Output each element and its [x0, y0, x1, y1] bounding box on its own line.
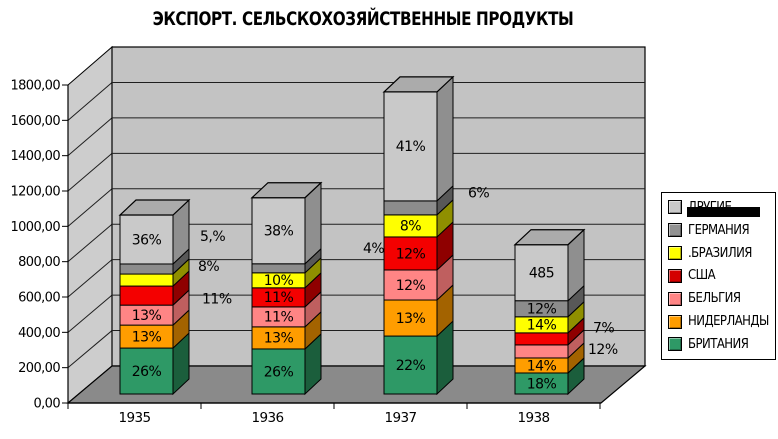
legend-item-НИДЕРЛАНДЫ: НИДЕРЛАНДЫ	[668, 311, 773, 332]
segment-США	[514, 332, 569, 346]
bar-top-face	[513, 229, 586, 246]
legend-item-ГЕРМАНИЯ: ГЕРМАНИЯ	[668, 220, 773, 241]
y-axis-tick-label: 0,00	[33, 397, 60, 412]
legend-key-swatch	[668, 314, 682, 329]
legend-key-swatch	[668, 268, 682, 283]
segment-ДРУГИЕ	[383, 91, 438, 202]
data-label: 13%	[264, 331, 294, 347]
x-axis-category-label: 1935	[119, 410, 151, 426]
segment-БЕЛЬГИЯ	[514, 344, 569, 359]
left-wall-gridline	[67, 117, 113, 157]
data-label: 10%	[264, 273, 294, 289]
segment-НИДЕРЛАНДЫ	[383, 299, 438, 337]
legend-item-БРИТАНИЯ: БРИТАНИЯ	[668, 334, 773, 355]
data-label: 13%	[132, 329, 162, 345]
x-axis-category-label: 1936	[252, 410, 284, 426]
legend-item-БЕЛЬГИЯ: БЕЛЬГИЯ	[668, 288, 773, 309]
data-label: 485	[529, 266, 554, 282]
left-wall-gridline	[67, 294, 113, 333]
data-label: 12%	[588, 342, 618, 358]
legend-label: ГЕРМАНИЯ	[688, 222, 750, 238]
legend-label: США	[688, 268, 716, 284]
legend-key-swatch	[668, 337, 682, 352]
left-wall-gridline	[67, 259, 113, 298]
legend-item-БРАЗИЛИЯ: .БРАЗИЛИЯ	[668, 243, 773, 264]
redaction-bar	[687, 206, 760, 217]
bar-1935	[118, 198, 191, 396]
x-axis-category-label: 1937	[385, 410, 417, 426]
y-axis-tick-label: 1400,00	[10, 149, 60, 164]
legend-key-swatch	[668, 246, 682, 261]
y-axis-tick-label: 1200,00	[10, 185, 60, 200]
chart-title: ЭКСПОРТ. СЕЛЬСКОХОЗЯЙСТВЕННЫЕ ПРОДУКТЫ	[152, 8, 574, 30]
segment-ГЕРМАНИЯ	[119, 263, 174, 275]
segment-ГЕРМАНИЯ	[383, 200, 438, 216]
segment-ДРУГИЕ	[119, 214, 174, 265]
legend-key-swatch	[668, 291, 682, 306]
data-label: 11%	[264, 290, 294, 306]
data-label: 38%	[264, 224, 294, 240]
data-label: 14%	[527, 358, 557, 374]
segment-БЕЛЬГИЯ	[383, 269, 438, 301]
data-label: 13%	[396, 311, 426, 327]
legend-label: .БРАЗИЛИЯ	[688, 245, 752, 261]
bar-1937	[382, 75, 455, 396]
segment-БРИТАНИЯ	[383, 335, 438, 395]
data-label: 5,%	[200, 229, 225, 245]
data-label: 11%	[264, 310, 294, 326]
legend-item-ДРУГИЕ: ДРУГИЕ	[668, 197, 773, 218]
data-label: 36%	[132, 232, 162, 248]
data-label: 12%	[527, 302, 557, 318]
y-axis-tick-label: 800,00	[18, 255, 60, 270]
legend: ДРУГИЕ ГЕРМАНИЯ .БРАЗИЛИЯ США БЕЛЬГИЯ НИДЕРЛА…	[661, 192, 776, 360]
data-label: 26%	[132, 364, 162, 380]
segment-БРИТАНИЯ	[251, 348, 306, 395]
y-axis-tick-label: 1800,00	[10, 79, 60, 94]
legend-label: БРИТАНИЯ	[688, 336, 749, 352]
y-axis-tick-label: 400,00	[18, 326, 60, 341]
left-wall-gridline	[67, 330, 113, 369]
segment-side-ДРУГИЕ	[436, 75, 454, 203]
data-label: 18%	[527, 376, 557, 392]
data-label: 7%	[593, 321, 614, 337]
data-label: 12%	[396, 246, 426, 262]
data-label: 4%	[363, 241, 384, 257]
segment-ГЕРМАНИЯ	[251, 263, 306, 274]
segment-БРИТАНИЯ	[119, 347, 174, 395]
y-axis-tick-label: 1600,00	[10, 114, 60, 129]
segment-БРАЗИЛИЯ	[119, 273, 174, 287]
data-label: 26%	[264, 364, 294, 380]
bar-top-face	[250, 182, 323, 199]
y-axis-tick-label: 600,00	[18, 291, 60, 306]
y-axis-tick-label: 200,00	[18, 361, 60, 376]
segment-США	[383, 236, 438, 271]
left-wall-gridline	[67, 188, 113, 227]
segment-США	[119, 285, 174, 306]
bar-1936	[250, 181, 323, 396]
left-wall-gridline	[67, 82, 113, 121]
data-label: 22%	[396, 358, 426, 374]
legend-key-swatch	[668, 223, 682, 238]
bar-top-face	[382, 76, 455, 93]
x-axis-category-label: 1938	[518, 410, 550, 426]
data-label: 14%	[527, 318, 557, 334]
left-wall-gridline	[67, 152, 113, 192]
y-axis-tick-label: 1000,00	[10, 220, 60, 235]
legend-item-США: США	[668, 265, 773, 286]
legend-label: БЕЛЬГИЯ	[688, 291, 741, 307]
data-label: 6%	[468, 186, 489, 202]
data-label: 41%	[396, 139, 426, 155]
bar-top-face	[118, 199, 191, 216]
left-wall-gridline	[67, 223, 113, 263]
data-label: 8%	[198, 259, 219, 275]
legend-label: НИДЕРЛАНДЫ	[688, 314, 769, 330]
data-label: 8%	[400, 219, 421, 235]
bar-1938	[513, 228, 586, 396]
legend-key-swatch	[668, 200, 682, 215]
data-label: 13%	[132, 308, 162, 324]
data-label: 12%	[396, 278, 426, 294]
data-label: 11%	[202, 291, 232, 307]
